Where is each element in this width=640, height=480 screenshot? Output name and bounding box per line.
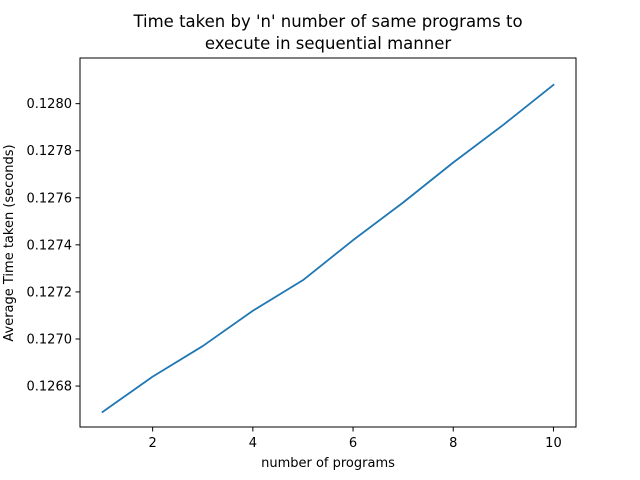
x-tick-label: 2 — [149, 436, 157, 451]
series-line — [101, 83, 555, 414]
chart-title-line-1: Time taken by 'n' number of same program… — [132, 12, 522, 31]
y-tick-label: 0.1278 — [27, 144, 73, 159]
y-tick-label: 0.1268 — [27, 380, 73, 395]
x-tick-label: 10 — [545, 436, 562, 451]
chart-title-line-2: execute in sequential manner — [205, 34, 451, 53]
plot-layer: 2 4 6 8 10 0.1268 0.1270 0.1272 0.1274 0.1276 0.12… — [27, 83, 562, 451]
x-axis-label: number of programs — [261, 456, 395, 471]
plot-frame — [79, 57, 577, 428]
y-tick-label: 0.1272 — [27, 285, 73, 300]
y-axis-label: Average Time taken (seconds) — [2, 144, 17, 341]
y-tick-label: 0.1270 — [27, 332, 73, 347]
y-tick-label: 0.1274 — [27, 238, 73, 253]
x-tick-label: 4 — [249, 436, 257, 451]
x-tick-label: 6 — [349, 436, 357, 451]
x-tick-label: 8 — [449, 436, 457, 451]
y-tick-label: 0.1276 — [27, 191, 73, 206]
y-tick-label: 0.1280 — [27, 97, 73, 112]
